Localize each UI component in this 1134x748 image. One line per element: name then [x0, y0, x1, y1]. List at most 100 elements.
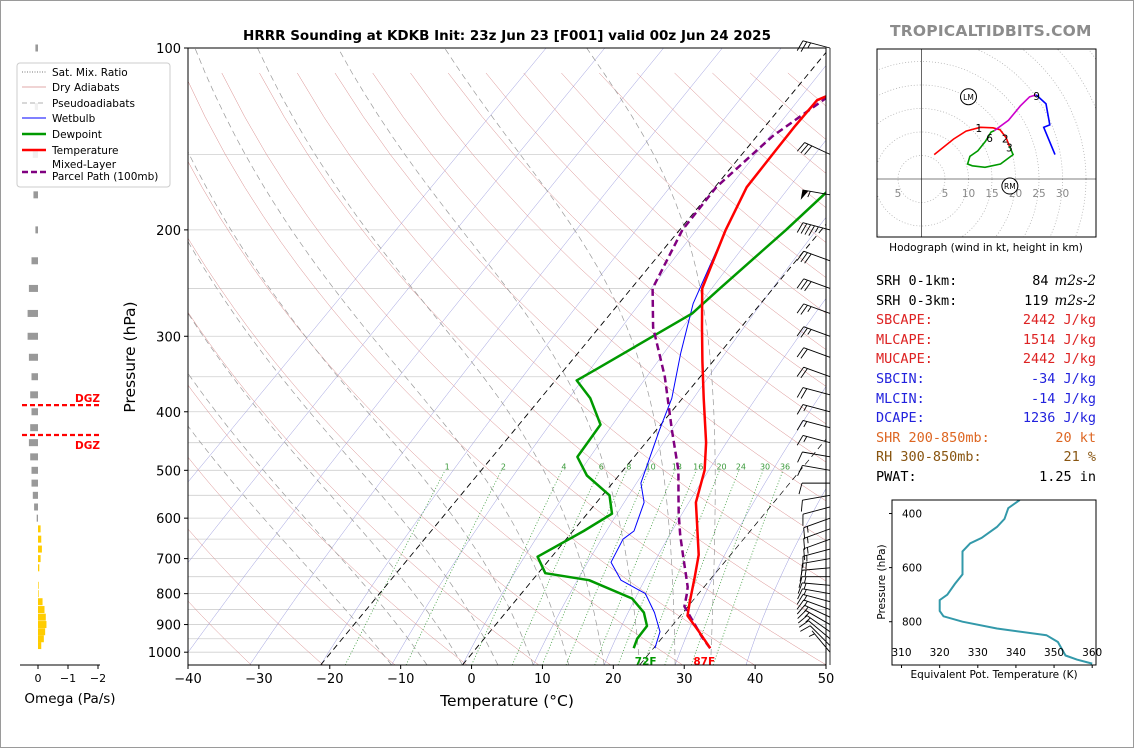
wind-barb-full	[798, 620, 809, 628]
wind-barb-staff	[802, 222, 831, 231]
param-value: 21 %	[1063, 448, 1096, 468]
wetbulb-background-line	[462, 139, 826, 665]
wind-barb-staff	[802, 567, 831, 571]
wind-barb-full	[808, 225, 815, 236]
pseudoadiabat-line	[337, 48, 641, 665]
param-unit: m2s-2	[1054, 273, 1096, 289]
pseudoadiabat-line	[444, 48, 676, 665]
wind-barb-half	[803, 421, 808, 428]
hodograph-ring-label: 5	[942, 188, 949, 200]
omega-bar	[38, 581, 39, 589]
param-row: SBCIN: -34 J/kg	[876, 370, 1096, 390]
wetbulb-background-line	[603, 297, 826, 665]
wind-barb-staff	[802, 494, 831, 501]
wind-barb-full	[796, 303, 805, 314]
param-value: 1.25 in	[1039, 468, 1096, 488]
wind-barb	[803, 517, 831, 540]
wind-barb-full	[804, 224, 812, 235]
mixing-ratio-line	[471, 470, 563, 665]
wind-barb	[802, 548, 831, 568]
legend-label-temperature: Temperature	[51, 145, 119, 157]
omega-bar	[38, 613, 46, 621]
wind-barb-full	[797, 582, 803, 594]
theta-e-x-tick-label: 320	[930, 647, 950, 659]
x-tick-label: 40	[747, 672, 764, 687]
wind-barb	[798, 482, 830, 495]
dry-adiabat-line	[188, 600, 252, 665]
wind-barb-staff	[803, 538, 831, 550]
param-value: 2442 J/kg	[1023, 311, 1096, 331]
theta-e-x-tick-label: 330	[968, 647, 988, 659]
mixing-ratio-label: 20	[716, 462, 726, 471]
theta-e-frame	[891, 499, 1097, 666]
wind-barb	[796, 434, 831, 446]
dry-adiabat-line	[188, 161, 683, 665]
wind-barb-full	[803, 527, 806, 540]
wind-barb	[797, 610, 831, 625]
wind-barb-full	[803, 548, 806, 561]
omega-bar	[35, 226, 38, 234]
omega-bar	[27, 309, 38, 317]
wind-barb-staff	[802, 387, 831, 396]
wind-barb-staff	[805, 610, 831, 625]
wind-barb	[800, 189, 831, 200]
theta-e-x-tick-label: 340	[1006, 647, 1026, 659]
omega-bar	[38, 535, 42, 543]
omega-bar	[38, 525, 41, 533]
wind-barb-half	[803, 583, 807, 590]
isotherm-dashed-line	[462, 223, 826, 665]
wind-barb-staff	[803, 517, 831, 529]
omega-bar	[33, 191, 38, 199]
mixing-ratio-line	[594, 470, 676, 665]
wind-barb-half	[808, 633, 815, 637]
wind-barb-staff	[802, 506, 831, 515]
pseudoadiabat-line	[586, 48, 716, 665]
wind-barb-full	[797, 610, 807, 619]
theta-e-y-tick-label: 600	[902, 563, 922, 575]
wind-barb	[796, 326, 831, 338]
wind-barb-half	[803, 405, 808, 412]
param-value-number: -14 J/kg	[1030, 390, 1096, 407]
wind-barb-full	[800, 304, 808, 315]
mixing-ratio-line	[565, 470, 649, 665]
x-tick-label: 10	[534, 672, 551, 687]
mixing-ratio-line	[690, 470, 764, 665]
param-unit: m2s-2	[1054, 292, 1096, 309]
hodograph-segment-9+km	[1035, 94, 1056, 155]
wind-barb	[802, 506, 831, 526]
y-tick-label: 500	[156, 464, 181, 479]
wind-barb-staff	[803, 347, 831, 358]
y-tick-label: 900	[156, 619, 181, 634]
mixing-ratio-label: 16	[693, 462, 703, 471]
param-label: SBCIN:	[876, 370, 925, 387]
wind-barb-full	[796, 420, 804, 431]
wind-barb-full	[803, 538, 806, 550]
wetbulb-background-line	[533, 216, 826, 665]
dry-adiabat-line	[259, 72, 826, 623]
omega-tick-label: −1	[60, 672, 76, 685]
param-row: RH 300-850mb: 21 %	[876, 448, 1096, 468]
wetbulb-background-line	[188, 48, 664, 653]
omega-bar	[31, 373, 38, 381]
wind-barb-full	[800, 388, 808, 399]
y-tick-label: 300	[156, 330, 181, 345]
x-tick-label: 50	[818, 672, 835, 687]
omega-bar	[30, 391, 38, 399]
dry-adiabat-line	[410, 72, 826, 463]
hodograph-ring-label: 30	[1056, 188, 1069, 200]
wind-barb-half	[807, 191, 811, 198]
param-value: -14 J/kg	[1031, 390, 1096, 410]
wind-barb-full	[804, 281, 812, 292]
wind-barb	[800, 625, 831, 646]
x-tick-label: 30	[676, 672, 693, 687]
param-label: MLCAPE:	[876, 331, 933, 348]
hodograph-frame	[876, 48, 1097, 238]
wind-barb-full	[797, 588, 803, 600]
theta-e-x-tick-label: 360	[1082, 647, 1102, 659]
x-tick-label: −20	[316, 672, 343, 687]
wind-barb	[797, 582, 831, 594]
omega-bar	[31, 257, 38, 265]
param-row: MLCAPE: 1514 J/kg	[876, 331, 1096, 351]
wind-barb-staff	[811, 630, 831, 653]
hodograph-height-label: 9	[1033, 91, 1040, 103]
